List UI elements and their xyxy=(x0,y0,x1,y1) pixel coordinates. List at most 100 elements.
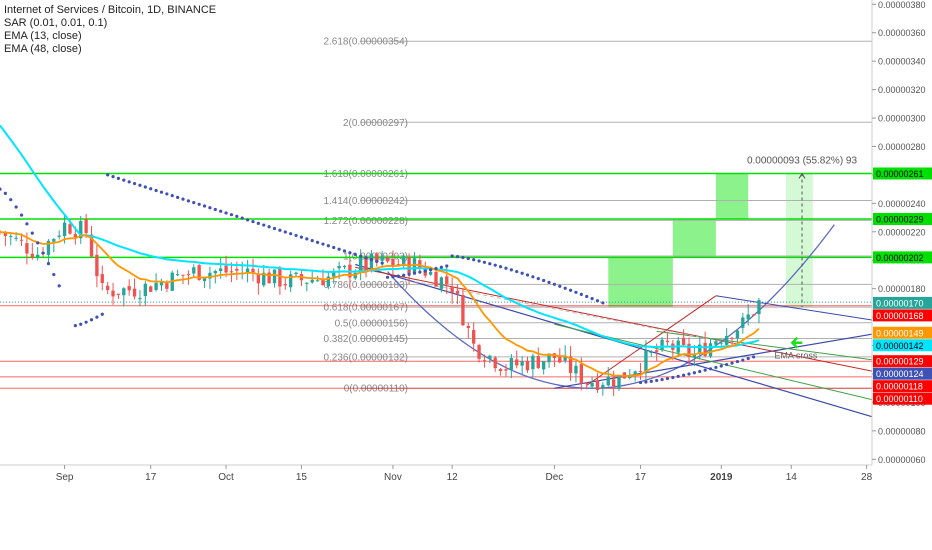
candle-body xyxy=(617,375,621,389)
candle-body xyxy=(30,253,34,258)
sar-dot xyxy=(380,261,384,265)
candle-body xyxy=(224,265,228,273)
sar-dot xyxy=(154,188,158,193)
sar-dot xyxy=(267,225,271,229)
candle xyxy=(358,249,363,281)
sar-dot xyxy=(703,368,707,372)
candle-body xyxy=(326,276,331,287)
x-tick-label: Dec xyxy=(546,472,564,483)
sar-dot xyxy=(520,271,524,275)
candle-body xyxy=(498,369,503,372)
candle-body xyxy=(515,359,519,366)
candle-body xyxy=(181,274,185,276)
sar-dot xyxy=(186,199,190,203)
indicator-ema48[interactable]: EMA (48, close) xyxy=(4,43,82,55)
candle-body xyxy=(245,268,250,274)
fib-level-label: 0(0.00000110) xyxy=(344,384,408,395)
candle xyxy=(288,270,293,293)
candle xyxy=(498,367,503,376)
candle-body xyxy=(402,256,406,266)
candle-body xyxy=(89,234,94,257)
indicator-sar[interactable]: SAR (0.01, 0.01, 0.1) xyxy=(4,17,108,29)
candle-body xyxy=(472,330,476,344)
candle xyxy=(294,271,298,276)
candle-body xyxy=(122,288,126,296)
sar-dot xyxy=(256,221,260,225)
candle-body xyxy=(127,286,131,291)
sar-dot xyxy=(224,211,228,215)
x-tick-label: 17 xyxy=(145,472,157,483)
price-label-bg xyxy=(873,392,932,405)
sar-dot xyxy=(676,374,680,378)
candle-body xyxy=(272,269,277,284)
candle-body xyxy=(595,380,600,391)
candle xyxy=(9,232,13,246)
candle xyxy=(466,322,470,339)
price-label: 0.00000142 xyxy=(876,341,924,351)
candle-body xyxy=(315,280,320,282)
sar-dot xyxy=(143,185,147,189)
sar-dot xyxy=(353,252,357,257)
candle-body xyxy=(256,273,261,284)
sar-dot xyxy=(9,198,13,202)
price-label-bg xyxy=(873,380,932,393)
sar-dot xyxy=(326,244,330,248)
candle-body xyxy=(3,231,8,236)
candle-body xyxy=(68,224,72,234)
candle-body xyxy=(165,282,169,289)
candle xyxy=(574,361,578,383)
indicator-ema13[interactable]: EMA (13, close) xyxy=(4,30,82,42)
candle-body xyxy=(628,375,632,379)
sar-dot xyxy=(106,173,110,177)
candle-body xyxy=(62,222,67,237)
candle xyxy=(461,287,465,326)
fib-level-label: 1.272(0.00000228) xyxy=(323,216,408,227)
candle-body xyxy=(482,360,487,362)
candle-body xyxy=(294,272,298,275)
sar-dot xyxy=(272,226,277,231)
x-tick-label: Nov xyxy=(384,472,402,483)
candle-body xyxy=(385,257,390,262)
candle-body xyxy=(358,258,363,273)
x-tick-label: 12 xyxy=(447,472,459,483)
sar-dot xyxy=(332,245,336,250)
sar-dot xyxy=(122,178,126,182)
sar-dot xyxy=(509,268,513,272)
candle-body xyxy=(541,361,546,370)
candle xyxy=(175,269,180,277)
candle-body xyxy=(477,345,481,359)
sar-dot xyxy=(283,230,287,234)
sar-dot xyxy=(278,228,282,232)
sar-dot xyxy=(127,180,131,184)
sar-dot xyxy=(488,262,492,266)
candle-body xyxy=(380,256,384,261)
candle xyxy=(143,281,148,306)
sar-dot xyxy=(450,254,454,258)
candle-body xyxy=(525,361,530,371)
candle-body xyxy=(714,341,718,345)
target-box-1 xyxy=(608,257,673,308)
candle xyxy=(698,336,702,360)
candle xyxy=(735,329,740,346)
price-label: 0.00000110 xyxy=(876,394,923,404)
y-tick-label: 0.00000300 xyxy=(878,114,926,124)
candle-body xyxy=(724,335,729,345)
sar-dot xyxy=(434,266,438,271)
candle xyxy=(450,277,454,304)
candle-body xyxy=(665,340,670,343)
candle-body xyxy=(192,267,196,274)
sar-dot xyxy=(429,268,433,272)
candle xyxy=(111,282,115,305)
candle xyxy=(638,363,643,380)
candle-body xyxy=(25,243,29,254)
sar-dot xyxy=(213,207,217,212)
y-tick-label: 0.00000220 xyxy=(878,227,926,237)
candle-body xyxy=(288,274,293,288)
sar-dot xyxy=(89,318,94,322)
sar-dot xyxy=(197,202,201,206)
sar-dot xyxy=(531,275,535,279)
candle xyxy=(741,312,745,334)
candle-body xyxy=(660,339,664,351)
sar-dot xyxy=(595,299,600,303)
